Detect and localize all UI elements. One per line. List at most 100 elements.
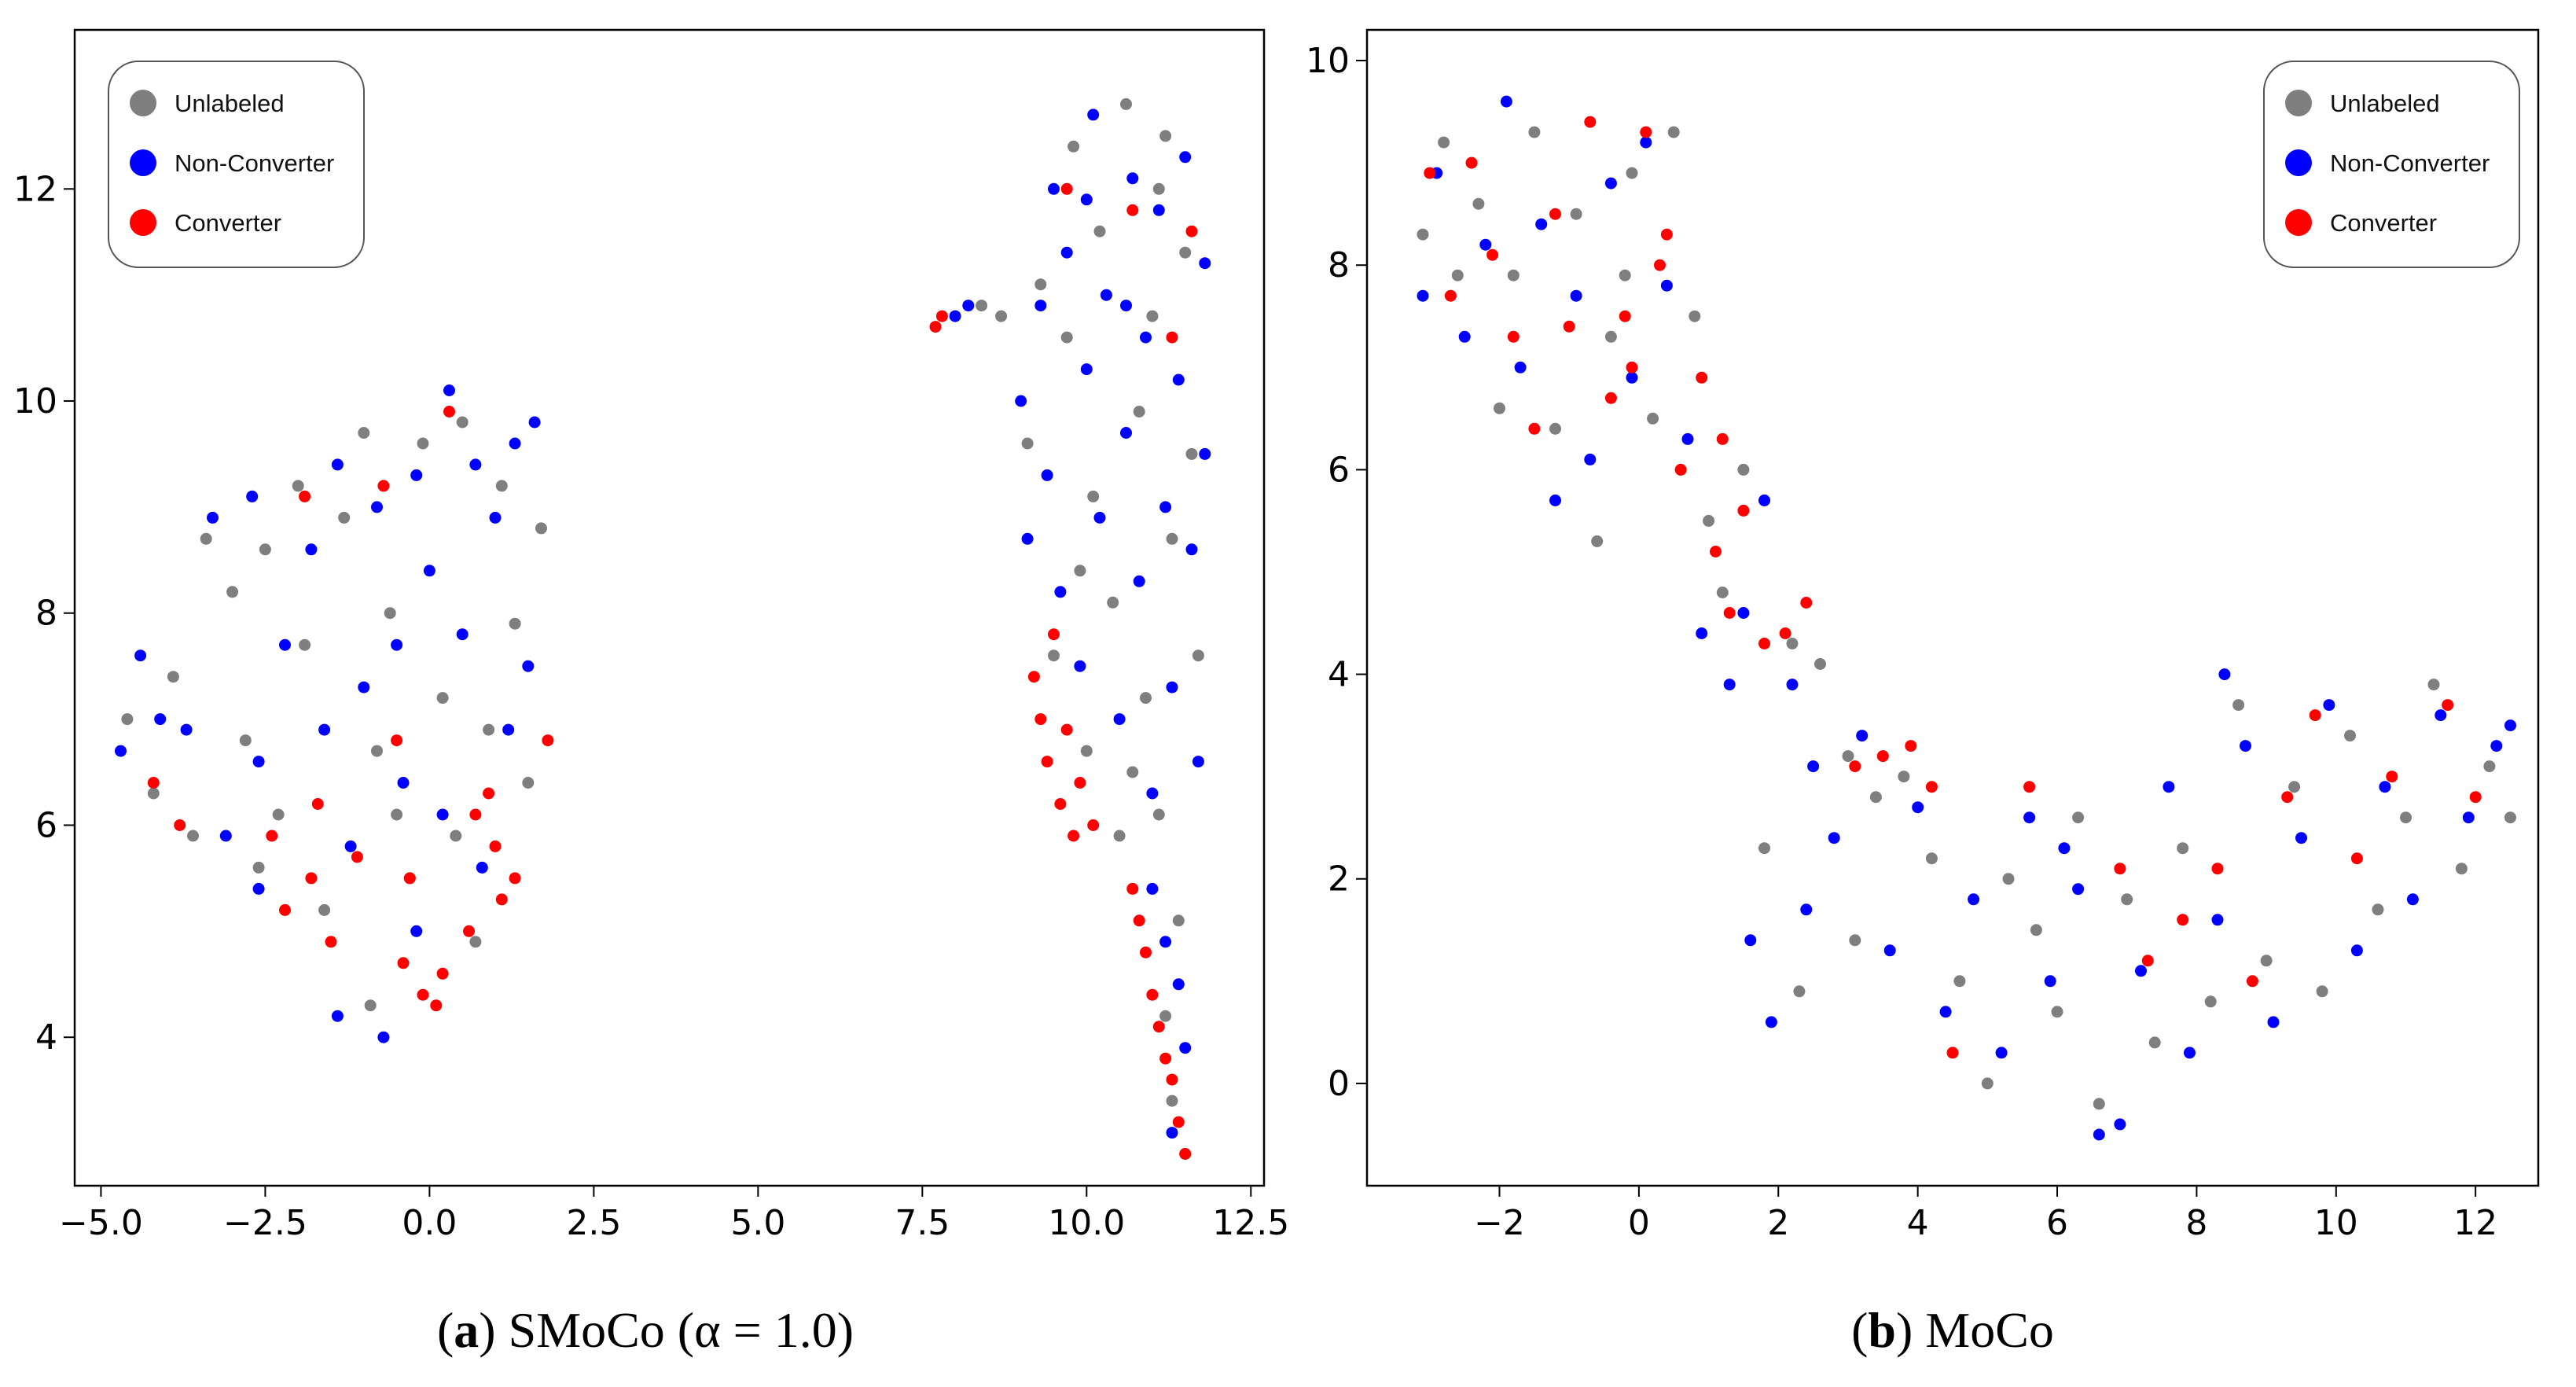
caption-a: (a) SMoCo (α = 1.0) [436, 1302, 854, 1358]
point-converter [1779, 627, 1791, 639]
point-converter [1723, 607, 1736, 619]
point-unlabeled [1842, 750, 1854, 763]
y-tick-label: 10 [13, 381, 57, 421]
point-non-converter [2211, 914, 2224, 926]
point-unlabeled [239, 734, 252, 747]
point-non-converter [1120, 427, 1132, 439]
point-non-converter [252, 756, 265, 768]
point-converter [1563, 320, 1575, 333]
point-unlabeled [1034, 278, 1047, 291]
point-converter [2281, 791, 2294, 804]
point-non-converter [1968, 893, 1980, 906]
x-tick-label: 12 [2453, 1203, 2497, 1243]
point-unlabeled [1133, 406, 1145, 418]
point-non-converter [219, 830, 232, 842]
point-non-converter [1146, 882, 1159, 895]
point-unlabeled [1898, 771, 1910, 783]
x-tick-label: −5.0 [59, 1203, 143, 1243]
point-unlabeled [272, 808, 285, 821]
point-unlabeled [2121, 893, 2133, 906]
x-tick-label: 7.5 [895, 1203, 950, 1243]
point-unlabeled [1451, 269, 1464, 281]
point-non-converter [391, 638, 403, 651]
point-non-converter [2240, 740, 2251, 752]
point-non-converter [1179, 1042, 1192, 1054]
point-non-converter [1100, 289, 1112, 301]
point-non-converter [1199, 447, 1211, 460]
point-converter [174, 819, 186, 831]
point-converter [1619, 310, 1631, 322]
point-converter [147, 777, 160, 789]
point-unlabeled [299, 638, 311, 651]
point-converter [2141, 955, 2154, 967]
point-unlabeled [1549, 422, 1561, 435]
point-non-converter [154, 713, 167, 726]
point-non-converter [2435, 709, 2447, 722]
point-unlabeled [2093, 1098, 2105, 1110]
point-unlabeled [509, 617, 521, 630]
point-non-converter [502, 723, 515, 736]
point-converter [469, 808, 482, 821]
point-converter [1660, 228, 1673, 241]
point-unlabeled [1570, 208, 1582, 220]
point-non-converter [2462, 811, 2475, 824]
point-unlabeled [436, 692, 449, 705]
legend-label-non-converter: Non-Converter [175, 149, 334, 177]
point-unlabeled [1925, 852, 1938, 865]
point-unlabeled [1869, 791, 1882, 804]
point-unlabeled [1192, 649, 1204, 662]
point-converter [1486, 248, 1499, 261]
x-tick-label: 10.0 [1048, 1203, 1125, 1243]
point-non-converter [2406, 893, 2419, 906]
point-non-converter [1723, 679, 1736, 691]
point-converter [397, 957, 410, 969]
point-non-converter [1172, 373, 1185, 386]
point-non-converter [1479, 238, 1492, 251]
x-tick-label: 2 [1767, 1203, 1789, 1243]
y-tick-label: 6 [35, 805, 57, 845]
legend-a: Unlabeled Non-Converter Converter [108, 61, 365, 268]
point-unlabeled [121, 713, 134, 726]
point-non-converter [1744, 934, 1757, 947]
point-unlabeled [1953, 975, 1966, 988]
y-tick-label: 0 [1328, 1064, 1350, 1104]
x-tick-label: −2 [1474, 1203, 1525, 1243]
point-converter [436, 967, 449, 980]
x-tick-label: 4 [1907, 1203, 1929, 1243]
point-converter [1172, 1116, 1185, 1128]
x-tick-label: 0 [1628, 1203, 1650, 1243]
point-non-converter [410, 925, 423, 937]
point-non-converter [1074, 660, 1086, 672]
point-non-converter [1034, 300, 1047, 312]
point-non-converter [1179, 151, 1192, 164]
point-converter [1465, 156, 1478, 169]
point-non-converter [1660, 279, 1673, 292]
point-converter [311, 798, 324, 810]
point-converter [1640, 126, 1652, 138]
point-non-converter [1765, 1016, 1777, 1028]
point-converter [2442, 699, 2454, 712]
legend-label-unlabeled: Unlabeled [2330, 90, 2440, 117]
point-unlabeled [2232, 699, 2245, 712]
point-non-converter [949, 310, 961, 322]
point-unlabeled [2344, 730, 2356, 742]
point-unlabeled [1179, 246, 1192, 259]
point-non-converter [1080, 363, 1093, 376]
point-converter [495, 893, 508, 906]
point-converter [1060, 723, 1073, 736]
point-unlabeled [1981, 1077, 1994, 1090]
point-unlabeled [2372, 903, 2384, 916]
point-unlabeled [1166, 532, 1178, 545]
y-tick-label: 12 [13, 169, 57, 209]
point-unlabeled [364, 999, 377, 1012]
point-converter [1528, 422, 1541, 435]
point-unlabeled [1507, 269, 1520, 281]
axis-ticks-b: −2 0 2 4 6 8 10 12 0 2 4 6 8 10 [1306, 41, 2497, 1243]
point-converter [2177, 914, 2189, 926]
point-non-converter [1807, 760, 1820, 773]
point-converter [489, 840, 502, 852]
point-unlabeled [1159, 1010, 1172, 1022]
point-non-converter [134, 649, 147, 662]
point-converter [1905, 740, 1917, 752]
point-non-converter [962, 300, 975, 312]
